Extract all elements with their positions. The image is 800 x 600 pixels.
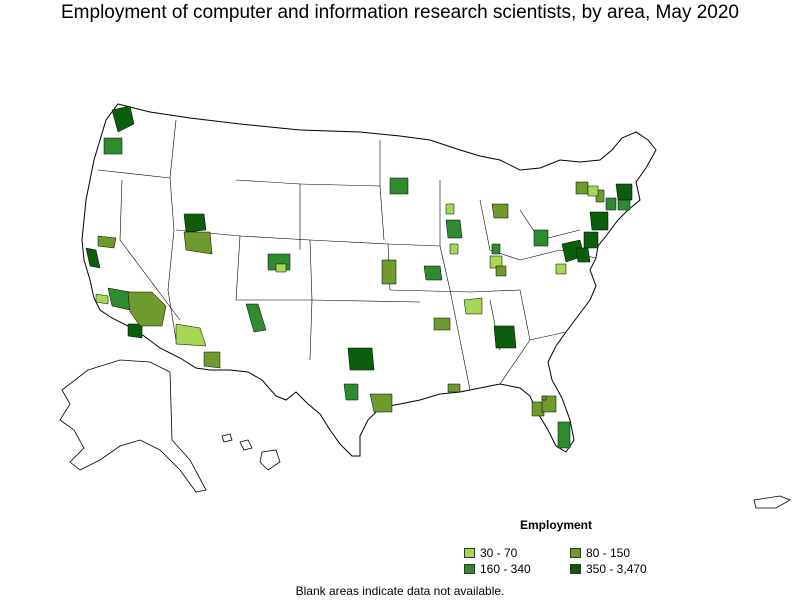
us-outline: [81, 103, 657, 457]
metro-austin[interactable]: [343, 383, 359, 401]
legend-item-1: 30 - 70: [464, 546, 517, 560]
metro-pittsburgh[interactable]: [491, 243, 501, 255]
metro-chicago[interactable]: [445, 219, 463, 239]
metro-atlanta[interactable]: [493, 325, 517, 349]
metro-las-vegas[interactable]: [127, 291, 167, 327]
metro-salt-lake-city[interactable]: [183, 213, 207, 233]
metro-detroit[interactable]: [491, 203, 509, 219]
legend-item-2: 80 - 150: [570, 546, 630, 560]
metro-champaign[interactable]: [449, 243, 459, 255]
metro-madison[interactable]: [445, 203, 455, 215]
metro-tallahassee[interactable]: [447, 383, 461, 393]
legend-label: 160 - 340: [480, 562, 531, 576]
metro-lexington[interactable]: [495, 265, 507, 277]
puerto-rico-outline: [753, 495, 791, 509]
metro-boston[interactable]: [615, 183, 633, 201]
legend-swatch: [570, 548, 581, 558]
legend-swatch: [570, 564, 581, 574]
metro-baltimore[interactable]: [575, 247, 591, 263]
metro-nashville[interactable]: [463, 297, 483, 315]
metro-minneapolis[interactable]: [389, 177, 409, 195]
metro-areas: [85, 105, 633, 449]
legend-item-4: 350 - 3,470: [570, 562, 647, 576]
legend-title: Employment: [520, 518, 593, 532]
alaska-outline: [59, 359, 207, 493]
metro-providence[interactable]: [617, 199, 631, 211]
map-title: Employment of computer and information r…: [61, 2, 739, 23]
legend-swatch: [464, 564, 475, 574]
legend-item-3: 160 - 340: [464, 562, 531, 576]
metro-st-louis[interactable]: [423, 265, 443, 281]
metro-sacramento[interactable]: [97, 235, 117, 249]
legend-label: 350 - 3,470: [586, 562, 647, 576]
data-note: Blank areas indicate data not available.: [295, 584, 505, 598]
metro-new-york[interactable]: [589, 211, 609, 231]
metro-charlottesville[interactable]: [555, 263, 567, 275]
metro-dallas[interactable]: [347, 347, 375, 371]
metro-san-diego[interactable]: [127, 323, 143, 339]
metro-syracuse[interactable]: [587, 185, 599, 197]
metro-columbus[interactable]: [533, 229, 549, 247]
metro-miami[interactable]: [557, 421, 571, 449]
metro-seattle[interactable]: [111, 105, 135, 133]
metro-philadelphia[interactable]: [583, 231, 599, 249]
metro-colorado-springs[interactable]: [275, 263, 287, 273]
metro-rochester[interactable]: [575, 181, 589, 195]
metro-houston[interactable]: [369, 393, 393, 413]
metro-hartford[interactable]: [605, 197, 617, 211]
metro-tampa[interactable]: [531, 401, 545, 417]
metro-portland[interactable]: [103, 137, 123, 155]
metro-baton-rouge[interactable]: [541, 395, 547, 401]
legend-swatch: [464, 548, 475, 558]
metro-tucson[interactable]: [203, 351, 221, 369]
metro-kansas-city[interactable]: [381, 259, 397, 285]
metro-albuquerque[interactable]: [245, 303, 267, 333]
metro-provo[interactable]: [183, 231, 213, 255]
metro-san-jose[interactable]: [85, 247, 101, 269]
metro-phoenix[interactable]: [175, 323, 207, 347]
legend-label: 80 - 150: [586, 546, 631, 560]
hawaii-outline: [221, 433, 281, 471]
metro-santa-barbara[interactable]: [95, 293, 109, 305]
legend-label: 30 - 70: [480, 546, 518, 560]
metro-huntsville[interactable]: [433, 317, 451, 331]
state-borders: [97, 119, 597, 391]
